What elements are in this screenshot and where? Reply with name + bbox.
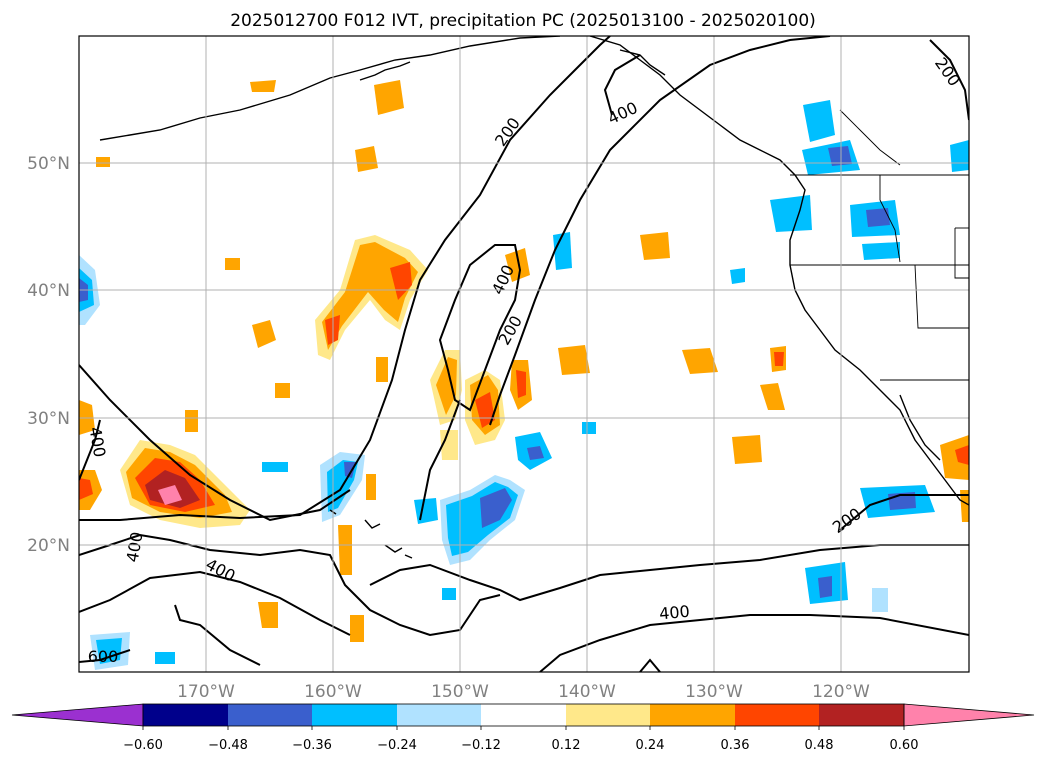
colorbar-bin (481, 704, 566, 726)
precip-negative-shading (79, 100, 969, 670)
colorbar-bin (819, 704, 904, 726)
colorbar-bin (397, 704, 481, 726)
colorbar-tick-label: 0.24 (636, 738, 665, 753)
colorbar-tick-label: −0.24 (377, 738, 417, 753)
political-boundaries (790, 109, 969, 381)
contour-label: 600 (88, 647, 119, 666)
lon-label-150w: 150°W (431, 682, 489, 702)
colorbar-tick-label: −0.36 (292, 738, 332, 753)
longitude-labels: 170°W 160°W 150°W 140°W 130°W 120°W (177, 682, 870, 702)
lon-label-160w: 160°W (304, 682, 362, 702)
ivt-contours (79, 36, 969, 672)
colorbar-bin (566, 704, 650, 726)
lon-label-120w: 120°W (812, 682, 870, 702)
colorbar: −0.60 −0.48 −0.36 −0.24 −0.12 0.12 0.24 … (11, 703, 1035, 753)
colorbar-bin (228, 704, 312, 726)
lat-label-30n: 30°N (27, 409, 70, 429)
lat-label-40n: 40°N (27, 281, 70, 301)
colorbar-bin (735, 704, 819, 726)
colorbar-extend-high (903, 703, 1035, 727)
colorbar-tick-label: 0.36 (721, 738, 750, 753)
map-panel: 200 400 400 200 400 200 200 400 400 400 … (78, 35, 970, 673)
colorbar-tick-label: 0.48 (805, 738, 834, 753)
colorbar-bin (143, 704, 228, 726)
colorbar-tick-label: −0.60 (123, 738, 163, 753)
coastlines (99, 36, 969, 559)
colorbar-bin (650, 704, 735, 726)
gridlines (79, 36, 969, 672)
colorbar-extend-low (11, 703, 144, 727)
colorbar-tick-label: −0.48 (208, 738, 248, 753)
lon-label-140w: 140°W (558, 682, 616, 702)
lon-label-130w: 130°W (685, 682, 743, 702)
colorbar-tick-label: 0.12 (552, 738, 581, 753)
lat-label-50n: 50°N (27, 154, 70, 174)
colorbar-tick-label: −0.12 (461, 738, 501, 753)
map-title: 2025012700 F012 IVT, precipitation PC (2… (230, 11, 816, 31)
colorbar-tick-label: 0.60 (890, 738, 919, 753)
colorbar-frame (142, 703, 905, 727)
contour-label: 400 (658, 602, 690, 624)
latitude-labels: 50°N 40°N 30°N 20°N (27, 154, 70, 556)
map-frame (78, 35, 970, 673)
lat-label-20n: 20°N (27, 536, 70, 556)
lon-label-170w: 170°W (177, 682, 235, 702)
colorbar-bin (312, 704, 397, 726)
